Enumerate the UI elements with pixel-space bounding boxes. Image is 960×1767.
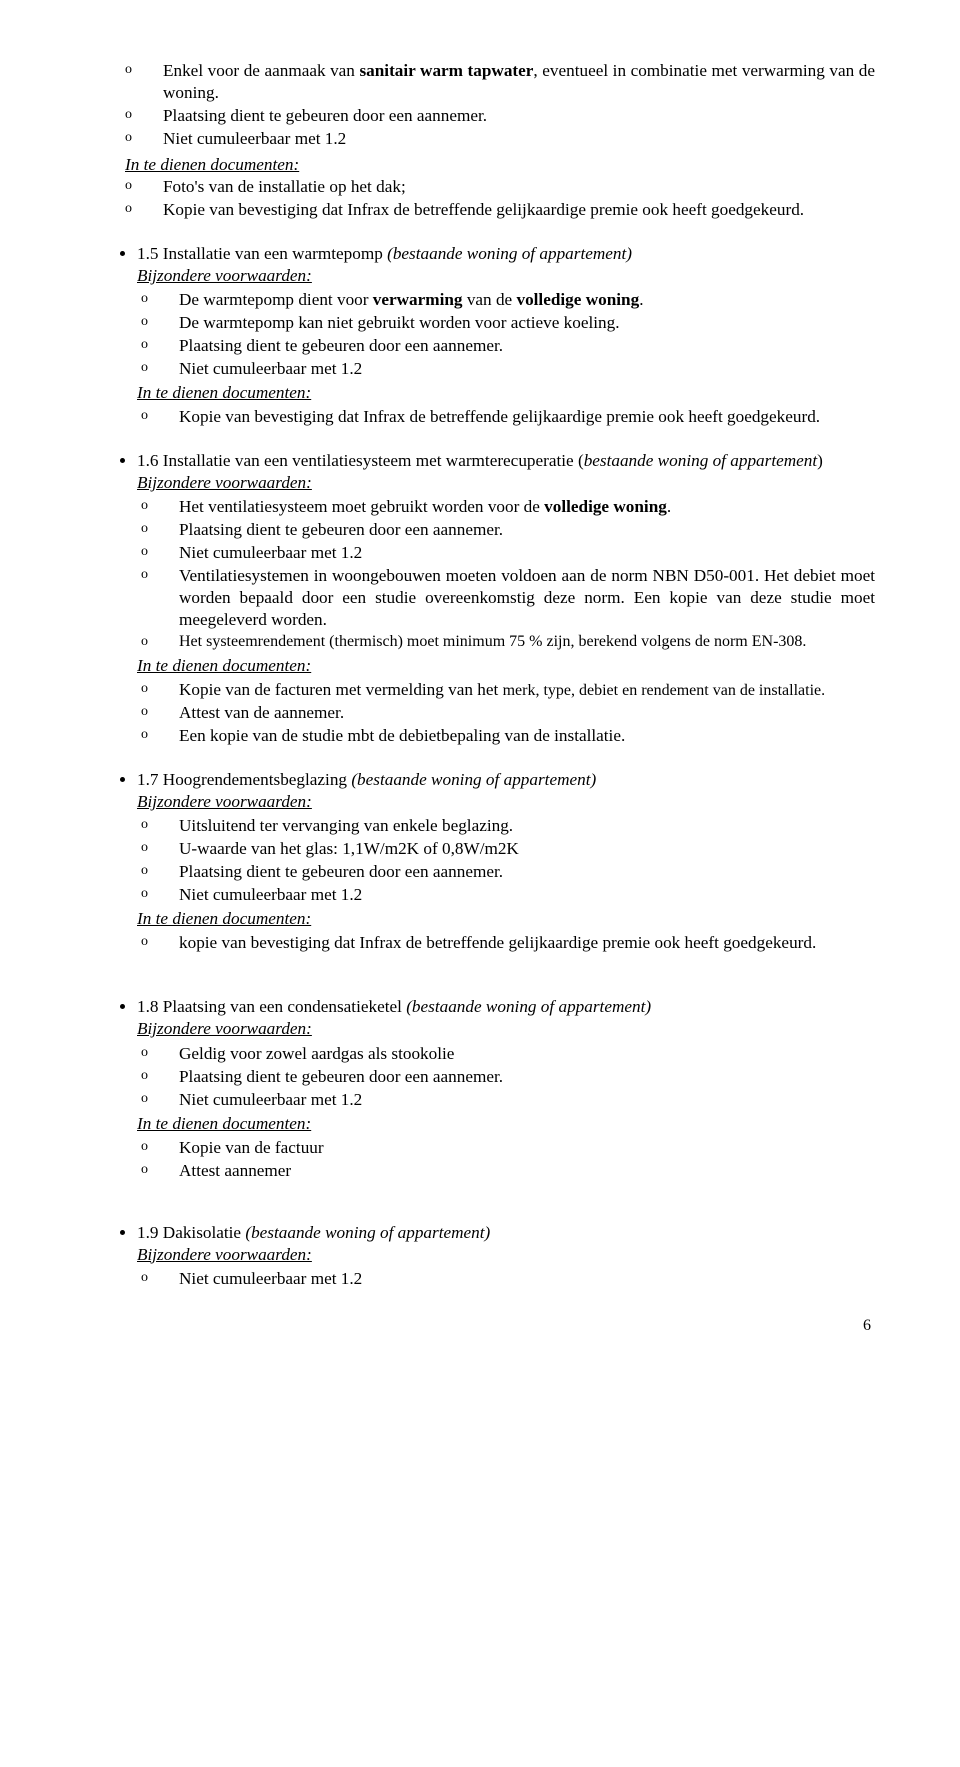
list-item: Attest aannemer [179, 1160, 875, 1182]
list-item: Attest van de aannemer. [179, 702, 875, 724]
list-item: Het ventilatiesysteem moet gebruikt word… [179, 496, 875, 518]
text: 1.8 Plaatsing van een condensatieketel [137, 997, 406, 1016]
text-ital: (bestaande woning of appartement) [351, 770, 596, 789]
list-item: Niet cumuleerbaar met 1.2 [179, 1089, 875, 1111]
list-item: Een kopie van de studie mbt de debietbep… [179, 725, 875, 747]
conditions-list: Geldig voor zowel aardgas als stookolie … [137, 1043, 875, 1111]
list-item: Kopie van de facturen met vermelding van… [179, 679, 875, 701]
section-item: 1.7 Hoogrendementsbeglazing (bestaande w… [137, 769, 875, 954]
documents-list: Kopie van de facturen met vermelding van… [137, 679, 875, 748]
doc-label: In te dienen documenten: [137, 655, 875, 677]
text-bold: sanitair warm tapwater [359, 61, 533, 80]
section-title: 1.6 Installatie van een ventilatiesystee… [137, 451, 823, 470]
section-item: 1.8 Plaatsing van een condensatieketel (… [137, 996, 875, 1181]
list-item: Kopie van bevestiging dat Infrax de betr… [163, 199, 875, 221]
list-item: Plaatsing dient te gebeuren door een aan… [179, 861, 875, 883]
section-item: 1.5 Installatie van een warmtepomp (best… [137, 243, 875, 428]
doc-label: In te dienen documenten: [137, 382, 875, 404]
section-title: 1.9 Dakisolatie (bestaande woning of app… [137, 1223, 490, 1242]
list-item: Enkel voor de aanmaak van sanitair warm … [163, 60, 875, 104]
list-item: U-waarde van het glas: 1,1W/m2K of 0,8W/… [179, 838, 875, 860]
list-item: Niet cumuleerbaar met 1.2 [179, 542, 875, 564]
list-item: Ventilatiesystemen in woongebouwen moete… [179, 565, 875, 631]
text: Het ventilatiesysteem moet gebruikt word… [179, 497, 544, 516]
doc-label: In te dienen documenten: [125, 154, 875, 176]
list-item: Kopie van bevestiging dat Infrax de betr… [179, 406, 875, 428]
text-ital: (bestaande woning of appartement) [245, 1223, 490, 1242]
text: . [639, 290, 643, 309]
conditions-list: De warmtepomp dient voor verwarming van … [137, 289, 875, 380]
list-item: Niet cumuleerbaar met 1.2 [179, 884, 875, 906]
text-bold: volledige woning [516, 290, 639, 309]
documents-list: Kopie van bevestiging dat Infrax de betr… [137, 406, 875, 428]
text-ital: bestaande woning of appartement [584, 451, 817, 470]
text-ital: (bestaande woning of appartement) [387, 244, 632, 263]
list-item: Plaatsing dient te gebeuren door een aan… [179, 519, 875, 541]
list-item: Foto's van de installatie op het dak; [163, 176, 875, 198]
section-1-6: 1.6 Installatie van een ventilatiesystee… [85, 450, 875, 747]
list-item: Plaatsing dient te gebeuren door een aan… [179, 335, 875, 357]
doc-label: In te dienen documenten: [137, 908, 875, 930]
text: 1.5 Installatie van een warmtepomp [137, 244, 387, 263]
section-1-8: 1.8 Plaatsing van een condensatieketel (… [85, 996, 875, 1181]
subheading: Bijzondere voorwaarden: [137, 791, 875, 813]
section-title: 1.7 Hoogrendementsbeglazing (bestaande w… [137, 770, 596, 789]
subheading: Bijzondere voorwaarden: [137, 265, 875, 287]
text: Enkel voor de aanmaak van [163, 61, 359, 80]
section-1-9: 1.9 Dakisolatie (bestaande woning of app… [85, 1222, 875, 1290]
list-item: kopie van bevestiging dat Infrax de betr… [179, 932, 875, 954]
list-item: Het systeemrendement (thermisch) moet mi… [179, 632, 875, 652]
subheading: Bijzondere voorwaarden: [137, 472, 875, 494]
list-item: Niet cumuleerbaar met 1.2 [179, 358, 875, 380]
list-item: Niet cumuleerbaar met 1.2 [179, 1268, 875, 1290]
section-1-5: 1.5 Installatie van een warmtepomp (best… [85, 243, 875, 428]
conditions-list: Niet cumuleerbaar met 1.2 [137, 1268, 875, 1290]
text: ) [817, 451, 823, 470]
text-ital: (bestaande woning of appartement) [406, 997, 651, 1016]
section-item: 1.6 Installatie van een ventilatiesystee… [137, 450, 875, 747]
text: merk, type, debiet en rendement van de i… [503, 682, 826, 699]
text: 1.7 Hoogrendementsbeglazing [137, 770, 351, 789]
section-item: 1.9 Dakisolatie (bestaande woning of app… [137, 1222, 875, 1290]
text: van de [463, 290, 517, 309]
section-title: 1.5 Installatie van een warmtepomp (best… [137, 244, 632, 263]
documents-list: Kopie van de factuur Attest aannemer [137, 1137, 875, 1182]
section-1-7: 1.7 Hoogrendementsbeglazing (bestaande w… [85, 769, 875, 954]
list-item: Kopie van de factuur [179, 1137, 875, 1159]
top-conditions: Enkel voor de aanmaak van sanitair warm … [85, 60, 875, 150]
doc-label: In te dienen documenten: [137, 1113, 875, 1135]
subheading: Bijzondere voorwaarden: [137, 1018, 875, 1040]
text-bold: volledige woning [544, 497, 667, 516]
text: Kopie van de facturen met vermelding van… [179, 680, 503, 699]
list-item: Plaatsing dient te gebeuren door een aan… [163, 105, 875, 127]
list-item: Geldig voor zowel aardgas als stookolie [179, 1043, 875, 1065]
list-item: Uitsluitend ter vervanging van enkele be… [179, 815, 875, 837]
list-item: Plaatsing dient te gebeuren door een aan… [179, 1066, 875, 1088]
top-documents: Foto's van de installatie op het dak; Ko… [85, 176, 875, 221]
text: De warmtepomp dient voor [179, 290, 373, 309]
page-number: 6 [85, 1316, 875, 1336]
text: . [667, 497, 671, 516]
list-item: De warmtepomp dient voor verwarming van … [179, 289, 875, 311]
subheading: Bijzondere voorwaarden: [137, 1244, 875, 1266]
text: 1.9 Dakisolatie [137, 1223, 245, 1242]
section-title: 1.8 Plaatsing van een condensatieketel (… [137, 997, 651, 1016]
list-item: De warmtepomp kan niet gebruikt worden v… [179, 312, 875, 334]
text: 1.6 Installatie van een ventilatiesystee… [137, 451, 584, 470]
documents-list: kopie van bevestiging dat Infrax de betr… [137, 932, 875, 954]
list-item: Niet cumuleerbaar met 1.2 [163, 128, 875, 150]
text-bold: verwarming [373, 290, 463, 309]
conditions-list: Het ventilatiesysteem moet gebruikt word… [137, 496, 875, 653]
conditions-list: Uitsluitend ter vervanging van enkele be… [137, 815, 875, 906]
